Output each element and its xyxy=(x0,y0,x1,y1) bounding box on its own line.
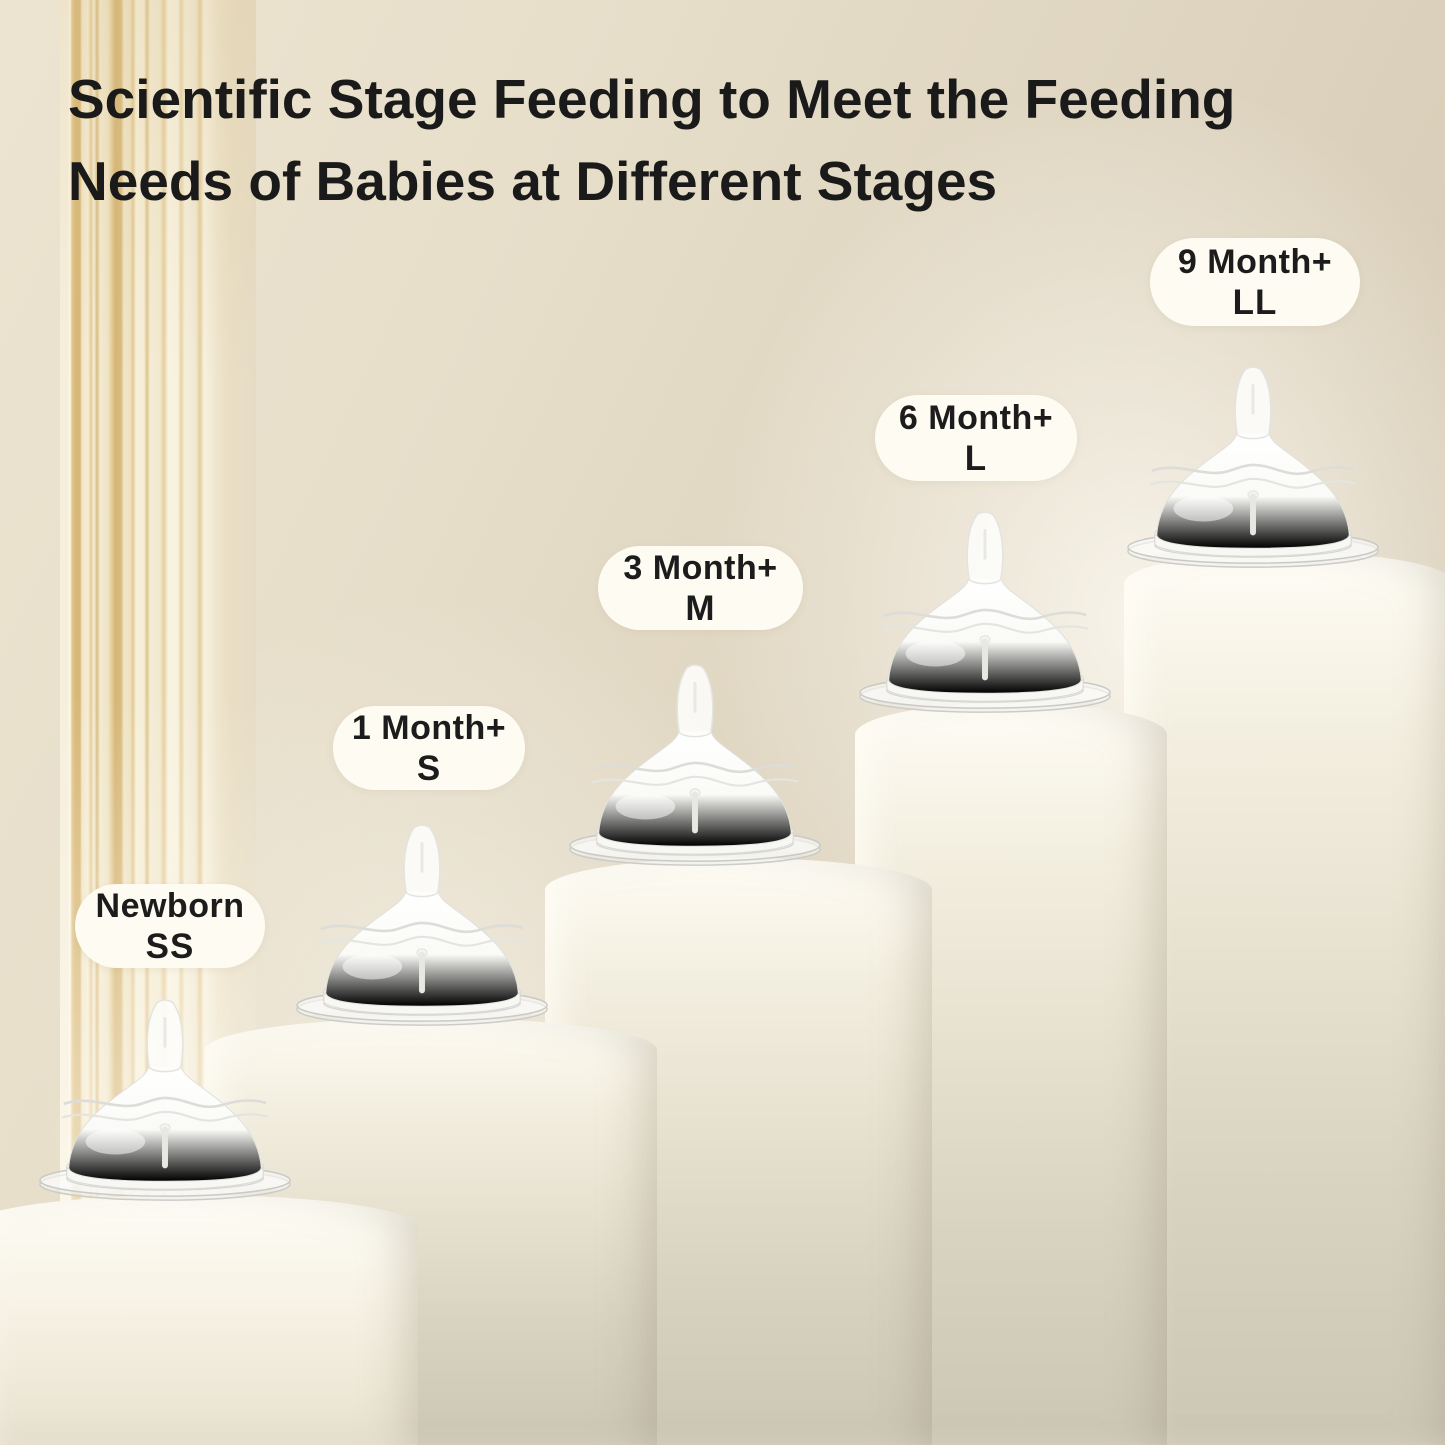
stage-size-label: LL xyxy=(1232,282,1278,322)
nipple-illustration-ss xyxy=(36,970,294,1202)
stage-age-label: Newborn xyxy=(95,886,245,925)
title-line-2: Needs of Babies at Different Stages xyxy=(68,150,998,212)
stage-size-label: M xyxy=(685,588,716,628)
stage-label-3-month: 3 Month+ M xyxy=(598,546,803,630)
striped-curtain-decor xyxy=(60,0,256,1260)
nipple-illustration-m xyxy=(566,635,824,867)
title-line-1: Scientific Stage Feeding to Meet the Fee… xyxy=(68,68,1236,130)
pedestal-stage-1 xyxy=(0,1195,418,1445)
nipple-illustration-s xyxy=(293,795,551,1027)
stage-label-6-month: 6 Month+ L xyxy=(875,395,1077,481)
stage-age-label: 3 Month+ xyxy=(623,548,778,587)
stage-age-label: 1 Month+ xyxy=(351,708,507,747)
stage-size-label: L xyxy=(964,438,988,478)
page-title: Scientific Stage Feeding to Meet the Fee… xyxy=(68,58,1235,222)
pedestal-stage-5 xyxy=(1124,552,1445,1445)
stage-label-9-month: 9 Month+ LL xyxy=(1150,238,1360,326)
nipple-illustration-ll xyxy=(1124,337,1382,569)
stage-age-label: 9 Month+ xyxy=(1177,242,1333,281)
stage-age-label: 6 Month+ xyxy=(898,398,1054,437)
stage-label-1-month: 1 Month+ S xyxy=(333,706,525,790)
stage-size-label: S xyxy=(416,748,442,788)
stage-size-label: SS xyxy=(145,926,195,966)
nipple-illustration-l xyxy=(856,482,1114,714)
stage-label-newborn: Newborn SS xyxy=(75,884,265,968)
